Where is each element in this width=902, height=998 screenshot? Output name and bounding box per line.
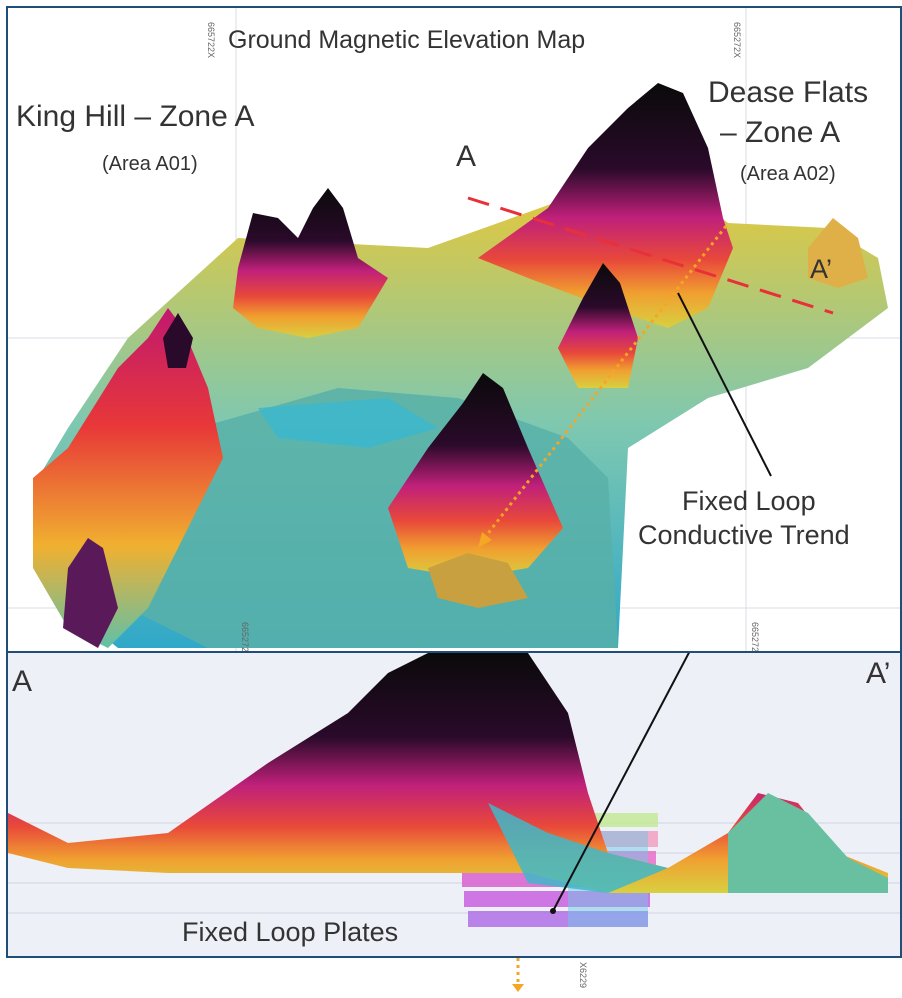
trend-arrow xyxy=(484,225,728,537)
trend-label-line1: Fixed Loop xyxy=(682,486,816,516)
east-peak xyxy=(558,263,638,388)
section-line xyxy=(467,196,834,315)
ridge-peak xyxy=(163,313,193,368)
grid-coord-top-b: 665272X xyxy=(732,22,742,59)
section-label-end: A’ xyxy=(810,254,833,284)
front-knolls xyxy=(428,553,528,608)
ridge-knob xyxy=(63,538,118,648)
section-start-label: A xyxy=(12,665,33,698)
section-lowland xyxy=(488,803,668,893)
grid-coord-mid-b: 665272 xyxy=(750,622,760,653)
trend-arrow-tail-head xyxy=(512,984,524,992)
north-peak xyxy=(233,188,388,338)
east-hill-section xyxy=(728,793,888,893)
left-zone-area: (Area A01) xyxy=(102,153,198,175)
far-east-peak xyxy=(808,218,868,288)
front-peak xyxy=(388,373,563,578)
plates-leader-line xyxy=(552,653,690,912)
trend-arrowhead xyxy=(478,532,492,548)
grid-coord-mid-a: 665272 xyxy=(240,622,250,653)
section-label-start: A xyxy=(456,140,477,173)
right-zone-area: (Area A02) xyxy=(740,163,836,185)
grid-coord-top-a: 665722X xyxy=(206,22,216,59)
section-profile xyxy=(8,653,888,893)
map-title: Ground Magnetic Elevation Map xyxy=(228,26,586,54)
elevation-surface xyxy=(8,8,900,651)
cross-section-panel: A A’ Fixed Loop Plates xyxy=(6,651,902,958)
leader-dot xyxy=(550,908,556,914)
right-zone-title-1: Dease Flats xyxy=(708,76,869,109)
elevation-map-panel: Ground Magnetic Elevation Map King Hill … xyxy=(6,6,902,653)
section-end-label: A’ xyxy=(866,657,891,690)
grid-coord-bottom: X6229 xyxy=(578,962,588,989)
trend-label-line2: Conductive Trend xyxy=(638,520,850,550)
main-peak xyxy=(478,83,733,328)
left-zone-title: King Hill – Zone A xyxy=(16,100,255,133)
trend-arrow-extension xyxy=(512,958,524,992)
plates-label: Fixed Loop Plates xyxy=(182,917,399,947)
trend-leader-line xyxy=(677,292,772,477)
right-zone-title-2: – Zone A xyxy=(720,116,841,149)
low-basin-blue xyxy=(258,398,438,448)
cross-section-surface xyxy=(8,653,900,927)
